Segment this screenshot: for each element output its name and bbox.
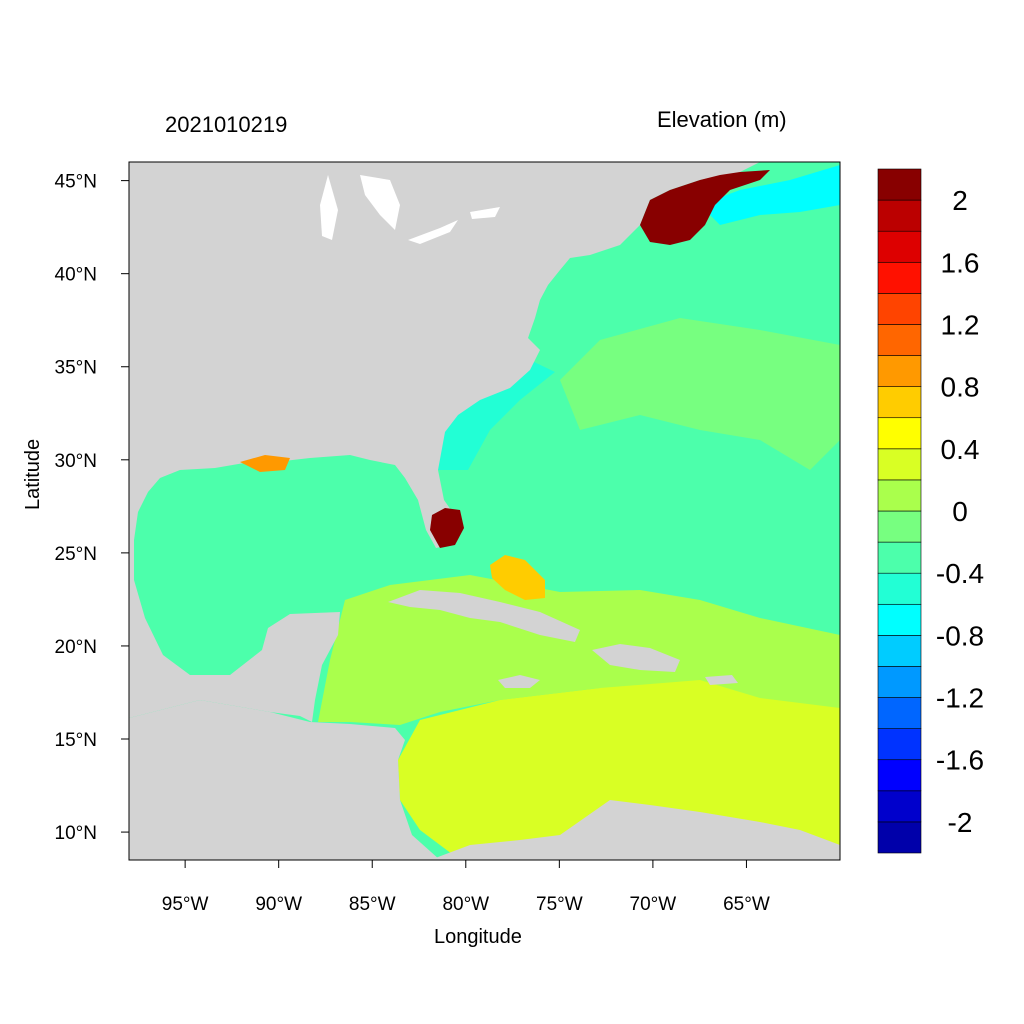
- colorbar-swatch: [877, 261, 922, 294]
- bahamas-bank: [490, 555, 545, 600]
- colorbar-swatch: [877, 324, 922, 356]
- colorbar-swatch: [877, 510, 922, 543]
- field-label: Elevation (m): [657, 107, 787, 132]
- map-plot-area: [129, 162, 840, 860]
- colorbar-swatch: [877, 293, 922, 325]
- colorbar-swatch: [877, 728, 922, 761]
- lon-tick-label: 90°W: [255, 894, 302, 915]
- land-mass: [129, 162, 840, 860]
- colorbar-swatch: [877, 417, 922, 450]
- colorbar-swatch: [877, 230, 922, 263]
- colorbar-swatch: [877, 572, 922, 605]
- axis-tick-labels: 95°W 90°W 85°W 80°W 75°W 70°W 65°W 45°N 40°N 35°N…: [55, 172, 770, 915]
- lat-tick-label: 10°N: [55, 823, 97, 844]
- colorbar-label: -0.8: [936, 620, 984, 651]
- lon-tick-label: 65°W: [723, 894, 770, 915]
- lat-tick-label: 30°N: [55, 451, 97, 472]
- lon-tick-label: 70°W: [630, 894, 677, 915]
- south-atlantic-bight: [438, 360, 555, 470]
- colorbar: [877, 168, 922, 854]
- colorbar-labels: -2 -1.6 -1.2 -0.8 -0.4 0 0.4 0.8 1.2 1.6 2: [936, 185, 984, 838]
- colorbar-swatch: [877, 666, 922, 698]
- lon-tick-label: 95°W: [162, 894, 209, 915]
- gulf-of-maine-shelf: [700, 165, 840, 225]
- colorbar-label: -0.4: [936, 558, 984, 589]
- lake-erie: [408, 220, 458, 244]
- jamaica-island: [498, 675, 540, 688]
- gulf-of-maine-surge: [640, 170, 770, 245]
- lat-tick-label: 35°N: [55, 358, 97, 379]
- cuba-island: [388, 590, 580, 642]
- plot-frame: [128, 161, 841, 861]
- caribbean-sea-south: [398, 680, 840, 860]
- south-florida-surge: [430, 508, 464, 548]
- colorbar-label: 1.2: [941, 309, 980, 340]
- colorbar-label: 0.4: [941, 434, 980, 465]
- south-america-land: [430, 800, 840, 860]
- colorbar-swatch: [877, 759, 922, 792]
- hispaniola-island: [592, 644, 680, 672]
- western-gulf-shelf: [138, 462, 240, 605]
- colorbar-label: 2: [952, 185, 968, 216]
- lon-tick-label: 75°W: [536, 894, 583, 915]
- colorbar-label: 0: [952, 496, 968, 527]
- lat-tick-label: 25°N: [55, 544, 97, 565]
- colorbar-swatch: [877, 697, 922, 729]
- colorbar-swatch: [877, 790, 922, 823]
- western-atlantic: [560, 318, 840, 470]
- colorbar-swatch: [877, 168, 922, 201]
- colorbar-swatch: [877, 541, 922, 574]
- lon-tick-label: 80°W: [442, 894, 489, 915]
- colorbar-swatch: [877, 355, 922, 387]
- lat-tick-label: 20°N: [55, 637, 97, 658]
- colorbar-swatch: [877, 603, 922, 636]
- north-america-land: [129, 162, 760, 722]
- x-axis-label: Longitude: [434, 926, 522, 948]
- lat-tick-label: 45°N: [55, 172, 97, 193]
- date-label: 2021010219: [165, 112, 288, 137]
- great-lakes: [320, 175, 500, 244]
- colorbar-label: -2: [948, 807, 973, 838]
- colorbar-swatch: [877, 199, 922, 232]
- colorbar-swatch: [877, 448, 922, 481]
- colorbar-label: 1.6: [941, 247, 980, 278]
- lake-huron: [360, 175, 400, 230]
- axis-ticks: [121, 180, 747, 868]
- lat-tick-label: 40°N: [55, 265, 97, 286]
- colorbar-swatch: [877, 821, 922, 854]
- colorbar-swatch: [877, 635, 922, 667]
- lon-tick-label: 85°W: [349, 894, 396, 915]
- colorbar-label: -1.6: [936, 745, 984, 776]
- lat-tick-label: 15°N: [55, 730, 97, 751]
- puerto-rico-island: [705, 675, 738, 685]
- lake-ontario: [470, 207, 500, 219]
- colorbar-label: 0.8: [941, 372, 980, 403]
- gulf-coast-setup: [240, 455, 290, 472]
- colorbar-label: -1.2: [936, 683, 984, 714]
- lake-michigan: [320, 175, 338, 240]
- colorbar-swatch: [877, 479, 922, 512]
- central-america-land: [129, 700, 440, 860]
- colorbar-swatch: [877, 386, 922, 419]
